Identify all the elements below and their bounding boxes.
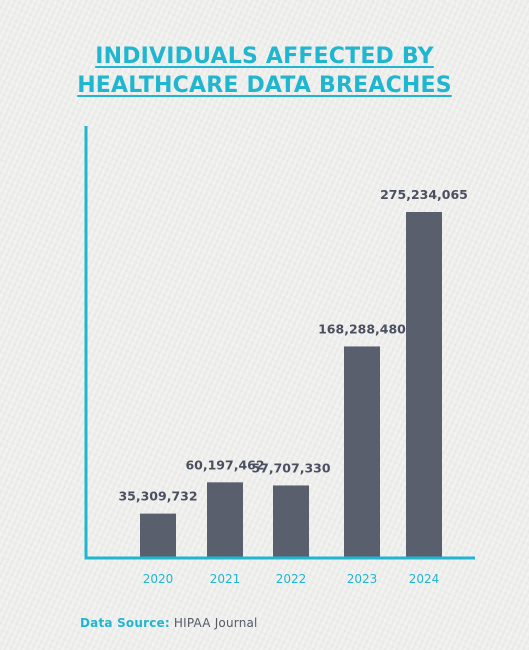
x-tick-label-2023: 2023 (347, 572, 378, 586)
bar-value-label-2024: 275,234,065 (380, 187, 468, 202)
chart-title: INDIVIDUALS AFFECTED BY HEALTHCARE DATA … (0, 42, 529, 100)
data-source: Data Source: HIPAA Journal (80, 616, 258, 630)
chart-title-line-1: INDIVIDUALS AFFECTED BY (95, 44, 434, 69)
bar-2021 (207, 482, 243, 557)
chart-title-line-2: HEALTHCARE DATA BREACHES (77, 73, 452, 98)
data-source-label: Data Source: (80, 616, 170, 630)
bar-value-label-2022: 57,707,330 (251, 460, 330, 475)
bar-2023 (344, 346, 380, 557)
x-tick-label-2021: 2021 (210, 572, 241, 586)
bar-2024 (406, 212, 442, 557)
data-source-value: HIPAA Journal (173, 616, 258, 630)
bar-value-label-2023: 168,288,480 (318, 321, 406, 336)
x-tick-label-2024: 2024 (409, 572, 440, 586)
x-tick-label-2022: 2022 (276, 572, 307, 586)
bar-value-label-2021: 60,197,462 (185, 457, 264, 472)
x-tick-label-2020: 2020 (143, 572, 174, 586)
bar-value-label-2020: 35,309,732 (118, 489, 197, 504)
bar-2020 (140, 513, 176, 557)
bar-2022 (273, 485, 309, 557)
